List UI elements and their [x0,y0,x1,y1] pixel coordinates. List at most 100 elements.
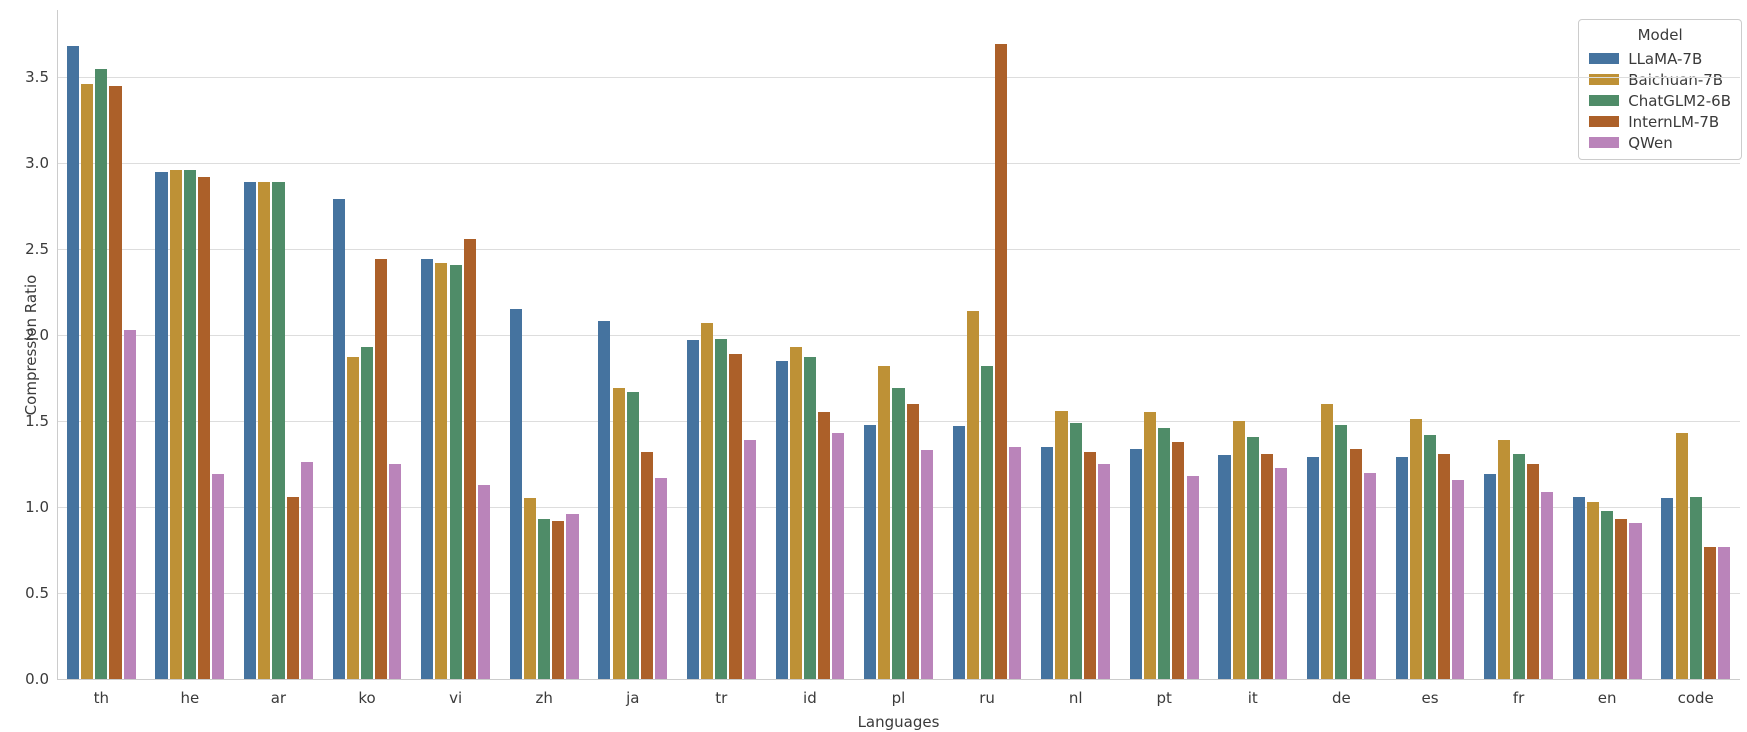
bar-baichuan-7b-he [169,169,182,679]
legend-swatch-icon [1589,116,1620,127]
bar-llama-7b-it [1218,455,1231,679]
bar-chatglm2-6b-de [1335,424,1348,679]
bar-chatglm2-6b-fr [1512,453,1525,679]
bar-baichuan-7b-id [789,347,802,679]
legend-item-internlm-7b: InternLM-7B [1589,111,1731,132]
bar-internlm-7b-th [109,85,122,679]
bar-qwen-ar [300,462,313,679]
bar-qwen-it [1275,467,1288,679]
bar-llama-7b-vi [421,259,434,679]
x-tick-label-pt: pt [1156,689,1172,707]
x-tick-label-ar: ar [270,689,287,707]
bar-baichuan-7b-code [1675,433,1688,679]
bar-qwen-fr [1540,491,1553,679]
bar-llama-7b-th [66,46,80,679]
bar-qwen-tr [743,439,756,679]
bar-qwen-nl [1097,464,1111,679]
bar-llama-7b-ar [244,182,257,679]
y-axis-label: Compression Ratio [22,274,40,415]
bar-baichuan-7b-ja [612,388,625,679]
x-tick-label-vi: vi [449,689,463,707]
y-tick-label: 1.5 [25,412,49,430]
x-tick-label-zh: zh [535,689,553,707]
x-tick-label-fr: fr [1512,689,1525,707]
bar-llama-7b-ko [332,199,345,679]
gridline [57,249,1740,251]
gridline [57,163,1740,165]
x-tick-label-ja: ja [626,689,640,707]
bar-qwen-ja [655,477,668,679]
bar-llama-7b-ja [598,321,611,679]
y-tick-label: 3.0 [25,154,49,173]
y-tick-label: 2.0 [25,326,49,344]
legend-title: Model [1637,26,1683,44]
y-tick-label: 0.0 [25,670,49,688]
x-tick-label-ru: ru [979,689,995,707]
bar-llama-7b-de [1307,457,1320,679]
x-tick-label-ko: ko [358,689,376,707]
bar-qwen-code [1718,546,1731,679]
legend: Model LLaMA-7B Baichuan-7B ChatGLM2-6B Inte… [1578,19,1742,160]
bar-internlm-7b-fr [1526,464,1539,679]
bar-llama-7b-tr [686,340,700,679]
x-tick-label-tr: tr [715,689,728,707]
bar-llama-7b-id [775,360,788,679]
legend-swatch-icon [1589,95,1620,106]
bar-llama-7b-code [1661,498,1674,679]
bar-qwen-pl [920,450,933,679]
legend-swatch-icon [1589,74,1620,85]
bar-baichuan-7b-it [1232,421,1245,679]
bar-qwen-zh [566,513,579,679]
bar-chatglm2-6b-code [1689,496,1702,679]
bar-baichuan-7b-en [1586,501,1600,679]
bar-baichuan-7b-pl [878,366,891,679]
bar-qwen-ru [1009,446,1022,679]
legend-label: Baichuan-7B [1628,70,1724,89]
bar-internlm-7b-tr [729,354,742,679]
bar-chatglm2-6b-pl [892,388,905,679]
bar-llama-7b-pl [864,424,877,679]
bar-chatglm2-6b-he [183,169,196,679]
bar-internlm-7b-de [1349,448,1362,679]
bar-chatglm2-6b-tr [715,338,728,679]
bar-internlm-7b-id [818,412,831,679]
bar-chatglm2-6b-es [1423,434,1437,679]
bar-llama-7b-pt [1129,448,1142,679]
bar-qwen-th [123,329,136,679]
bar-qwen-es [1452,479,1465,679]
bar-internlm-7b-vi [463,238,476,679]
bar-baichuan-7b-fr [1498,439,1511,679]
bar-baichuan-7b-ar [258,182,271,679]
legend-label: LLaMA-7B [1628,49,1703,68]
bar-internlm-7b-code [1703,546,1716,679]
bar-baichuan-7b-tr [701,323,714,679]
bar-internlm-7b-pl [906,403,919,679]
bar-internlm-7b-en [1615,519,1628,679]
bar-baichuan-7b-de [1321,403,1334,679]
x-tick-label-pl: pl [891,689,906,707]
x-tick-label-it: it [1247,689,1258,707]
legend-item-llama-7b: LLaMA-7B [1589,48,1731,69]
x-tick-label-en: en [1597,689,1617,707]
bar-internlm-7b-it [1260,453,1274,679]
bar-qwen-he [212,474,225,679]
bar-internlm-7b-nl [1083,452,1096,679]
bar-qwen-vi [477,484,491,679]
bar-internlm-7b-zh [552,520,565,679]
y-tick-label: 1.0 [25,498,49,516]
bar-llama-7b-ru [952,426,965,679]
legend-label: QWen [1628,133,1673,152]
x-tick-label-es: es [1421,689,1439,707]
bar-baichuan-7b-zh [523,498,537,679]
bar-chatglm2-6b-ko [360,347,374,679]
y-tick-label: 3.5 [25,68,49,87]
legend-label: ChatGLM2-6B [1628,91,1731,110]
bar-chatglm2-6b-th [95,68,108,679]
bar-llama-7b-he [155,171,168,679]
bar-baichuan-7b-ru [966,311,979,679]
x-tick-label-id: id [803,689,817,707]
bar-baichuan-7b-vi [435,262,448,679]
y-tick-label: 2.5 [25,240,49,259]
legend-label: InternLM-7B [1628,112,1720,131]
